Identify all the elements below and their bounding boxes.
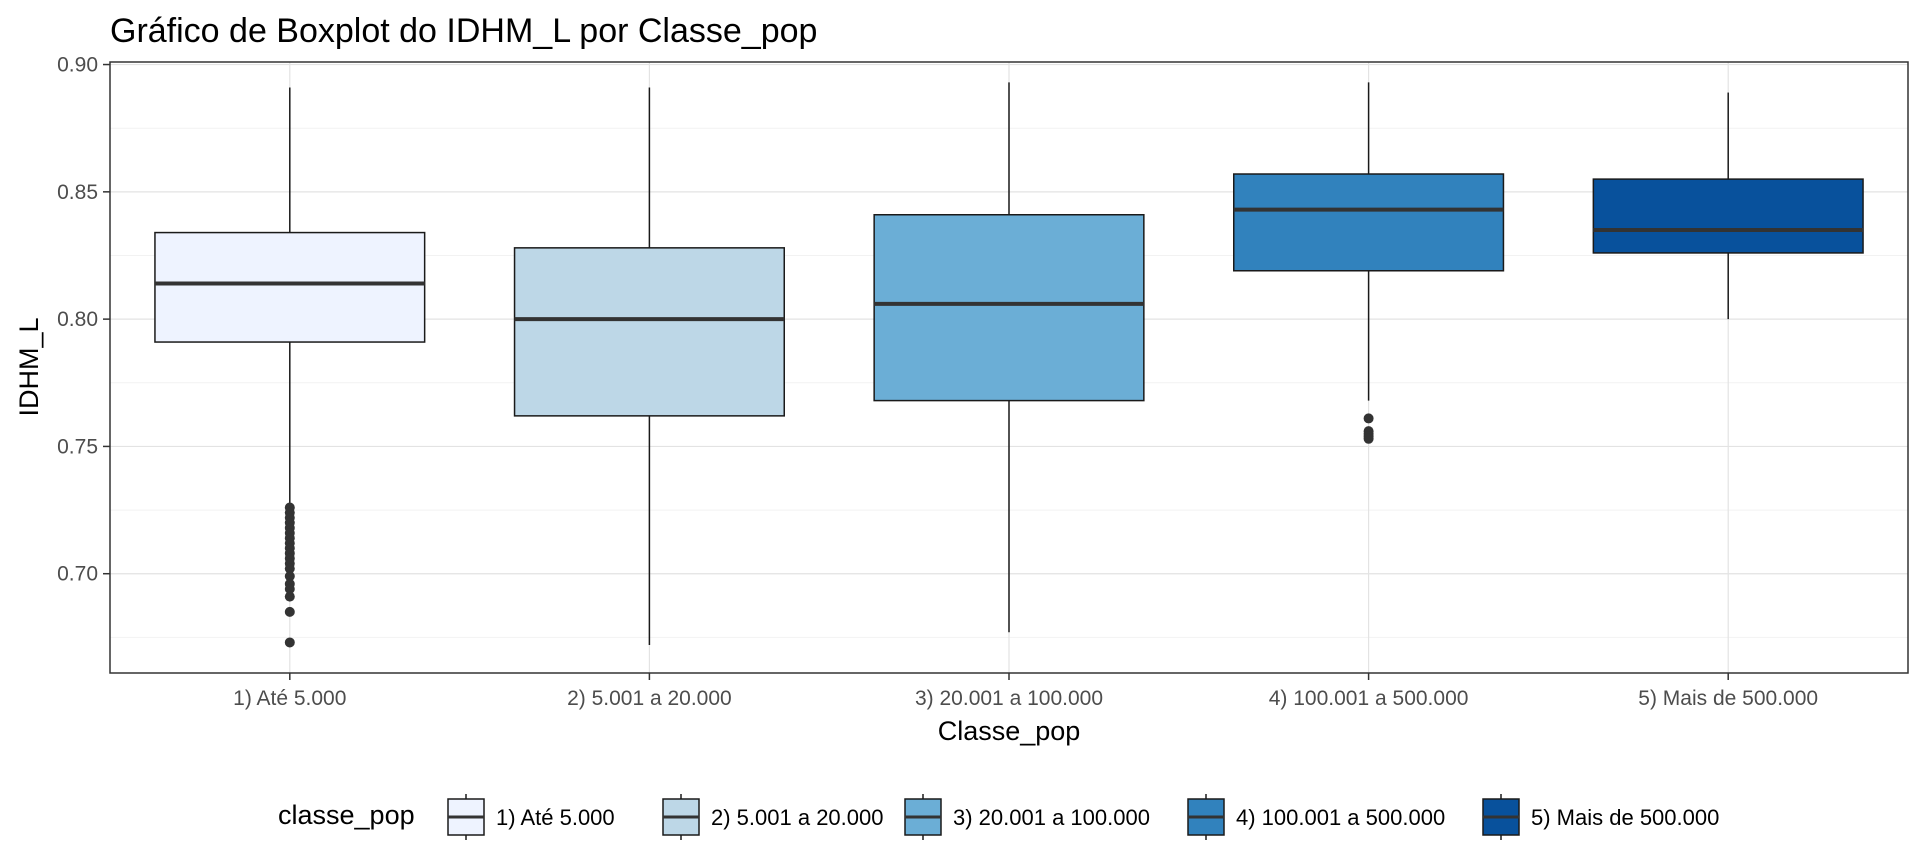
- x-tick-label: 1) Até 5.000: [233, 687, 346, 710]
- legend-item-2: 2) 5.001 a 20.000: [662, 794, 883, 840]
- y-tick-label: 0.90: [57, 54, 98, 77]
- boxes: [154, 82, 1864, 648]
- legend-item-1: 1) Até 5.000: [447, 794, 615, 840]
- legend-item-label: 1) Até 5.000: [496, 805, 615, 830]
- x-tick-label: 2) 5.001 a 20.000: [567, 687, 732, 710]
- x-tick-label: 3) 20.001 a 100.000: [915, 687, 1103, 710]
- outlier-point: [284, 591, 295, 602]
- chart-title: Gráfico de Boxplot do IDHM_L por Classe_…: [110, 12, 817, 50]
- x-axis-ticks: 1) Até 5.000 2) 5.001 a 20.000 3) 20.001 a…: [233, 673, 1818, 710]
- legend-item-label: 5) Mais de 500.000: [1531, 805, 1719, 830]
- y-axis-ticks: 0.70 0.75 0.80 0.85 0.90: [57, 54, 110, 586]
- legend-item-3: 3) 20.001 a 100.000: [904, 794, 1150, 840]
- y-tick-label: 0.75: [57, 435, 98, 458]
- legend-item-label: 3) 20.001 a 100.000: [953, 805, 1150, 830]
- outlier-point: [1363, 413, 1374, 424]
- outlier-point: [284, 571, 295, 582]
- legend-item-label: 4) 100.001 a 500.000: [1236, 805, 1445, 830]
- outlier-point: [284, 563, 295, 574]
- x-tick-label: 5) Mais de 500.000: [1638, 687, 1818, 710]
- outlier-point: [284, 583, 295, 594]
- x-axis-title: Classe_pop: [938, 716, 1081, 746]
- box-5: [1592, 92, 1864, 320]
- y-tick-label: 0.80: [57, 308, 98, 331]
- legend-item-label: 2) 5.001 a 20.000: [711, 805, 883, 830]
- box-body: [1592, 178, 1864, 254]
- outlier-point: [1363, 433, 1374, 444]
- y-tick-label: 0.70: [57, 563, 98, 586]
- box-4: [1233, 82, 1505, 444]
- box-body: [513, 247, 785, 417]
- legend-item-5: 5) Mais de 500.000: [1482, 794, 1719, 840]
- legend-title: classe_pop: [278, 800, 415, 830]
- y-axis-title: IDHM_L: [14, 317, 44, 416]
- legend-item-4: 4) 100.001 a 500.000: [1187, 794, 1445, 840]
- box-body: [1233, 173, 1505, 272]
- legend: classe_pop 1) Até 5.000 2) 5.001 a 20.000…: [278, 794, 1719, 840]
- outlier-point: [284, 606, 295, 617]
- box-body: [873, 214, 1145, 402]
- x-tick-label: 4) 100.001 a 500.000: [1269, 687, 1469, 710]
- y-tick-label: 0.85: [57, 181, 98, 204]
- box-3: [873, 82, 1145, 633]
- box-body: [154, 231, 426, 343]
- outlier-point: [284, 637, 295, 648]
- box-2: [513, 87, 785, 645]
- box-1: [154, 87, 426, 648]
